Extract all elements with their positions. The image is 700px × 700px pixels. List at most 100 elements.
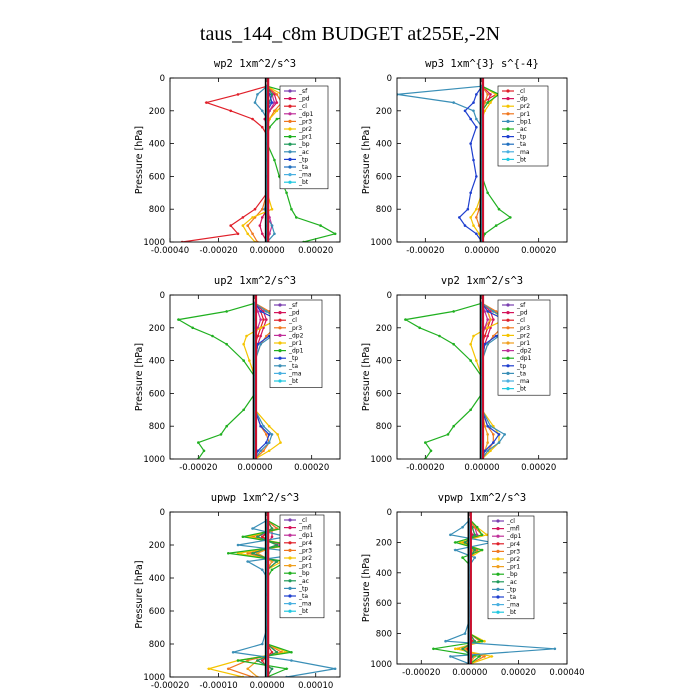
point-pd xyxy=(260,216,264,219)
x-tick-label: 0.00020 xyxy=(521,463,556,473)
legend-label: _bp xyxy=(298,141,310,148)
legend-label: _ac xyxy=(298,578,309,585)
legend-label: _dp2 xyxy=(516,348,532,355)
point-pr2 xyxy=(207,667,211,671)
legend-label: _bt xyxy=(298,608,309,615)
legend-label: _pr4 xyxy=(298,540,312,547)
y-axis-label: Pressure [hPa] xyxy=(361,126,372,194)
point-tp xyxy=(251,527,254,530)
point-tp xyxy=(236,543,240,547)
point-cl xyxy=(251,117,254,121)
y-tick-label: 200 xyxy=(149,107,165,117)
point-pr2 xyxy=(469,216,472,219)
point-pr1 xyxy=(489,318,492,321)
point-pr1 xyxy=(486,93,489,96)
point-pr3 xyxy=(246,224,250,227)
y-tick-label: 400 xyxy=(149,574,165,584)
point-bp xyxy=(226,551,230,555)
legend-label: _bt xyxy=(516,156,527,163)
series-line-dp1 xyxy=(176,302,256,459)
legend-marker xyxy=(506,364,510,368)
legend-label: _ta xyxy=(516,370,526,377)
point-pr4 xyxy=(260,659,264,662)
point-tp xyxy=(553,647,557,651)
point-pr2 xyxy=(489,449,492,453)
legend-label: _ta xyxy=(288,363,298,370)
point-pr1 xyxy=(294,216,298,219)
plot-frame xyxy=(396,77,568,243)
point-dp1 xyxy=(452,424,455,428)
plot-frame xyxy=(396,511,568,665)
point-cl xyxy=(236,232,240,236)
y-tick-label: 200 xyxy=(149,324,165,334)
series-group xyxy=(397,84,512,242)
legend-marker xyxy=(506,387,510,391)
point-pr3 xyxy=(246,659,250,662)
legend-label: _ma xyxy=(516,378,530,385)
legend-marker xyxy=(278,326,282,330)
legend-marker xyxy=(496,542,500,546)
panels: wp2 1xm^2/s^3 Pressure [hPa] 0 200 400 600 800… xyxy=(134,58,585,691)
legend-label: _tp xyxy=(298,585,308,592)
x-tick-label: 0.00000 xyxy=(237,463,272,473)
y-axis-label: Pressure [hPa] xyxy=(361,343,372,411)
y-tick-label: 800 xyxy=(376,422,392,432)
y-tick-label: 1000 xyxy=(370,660,392,670)
point-tp xyxy=(472,101,475,104)
legend-marker xyxy=(506,150,510,154)
plot-frame xyxy=(396,294,568,460)
y-tick-label: 200 xyxy=(376,538,392,548)
point-ac xyxy=(509,216,512,219)
point-cl xyxy=(236,93,240,96)
point-ta xyxy=(259,449,262,453)
point-pr2 xyxy=(483,109,487,113)
x-tick-label: -0.00010 xyxy=(199,681,237,691)
point-dp xyxy=(489,93,492,96)
legend-label: _ma xyxy=(516,149,530,156)
x-tick-label: -0.00020 xyxy=(151,681,189,691)
legend-label: _bt xyxy=(288,378,299,385)
point-tp xyxy=(453,548,457,552)
legend-marker xyxy=(288,556,292,560)
point-tp xyxy=(497,433,501,436)
point-cl xyxy=(241,216,245,219)
legend-marker xyxy=(288,127,292,131)
point-tp xyxy=(246,560,250,563)
legend-label: _pr2 xyxy=(516,332,530,339)
legend-label: _pd xyxy=(298,96,310,103)
point-pr1 xyxy=(242,342,245,346)
legend-marker xyxy=(496,557,500,561)
y-tick-label: 0 xyxy=(387,291,392,301)
legend-marker xyxy=(288,548,292,553)
legend-marker xyxy=(278,318,282,322)
legend-marker xyxy=(288,602,292,606)
panel-title: wp2 1xm^2/s^3 xyxy=(214,58,296,70)
point-pr1 xyxy=(319,224,322,227)
x-tick-label: 0.00040 xyxy=(549,668,584,678)
legend-label: _dp2 xyxy=(288,332,304,339)
legend-label: _ma xyxy=(288,370,302,377)
point-pr2 xyxy=(275,109,279,113)
y-tick-label: 0 xyxy=(387,74,392,84)
point-ac xyxy=(260,109,264,113)
point-pr1 xyxy=(259,326,262,330)
legend-label: _dp1 xyxy=(506,533,522,540)
point-pd xyxy=(486,334,489,338)
point-ta xyxy=(262,424,265,428)
legend-label: _tp xyxy=(516,363,526,370)
point-tp xyxy=(472,158,475,162)
legend-label: _tp xyxy=(288,355,298,362)
legend-marker xyxy=(496,610,500,614)
point-pr1 xyxy=(475,216,478,219)
point-bp xyxy=(453,541,457,544)
point-dp2 xyxy=(483,310,487,313)
point-pr3 xyxy=(483,655,486,658)
point-tp xyxy=(469,117,472,121)
point-ta xyxy=(492,310,495,313)
point-ta xyxy=(486,342,489,346)
legend-label: _tp xyxy=(298,156,308,163)
point-pr1 xyxy=(256,551,259,555)
point-pr2 xyxy=(251,216,254,219)
point-cl xyxy=(253,207,257,211)
